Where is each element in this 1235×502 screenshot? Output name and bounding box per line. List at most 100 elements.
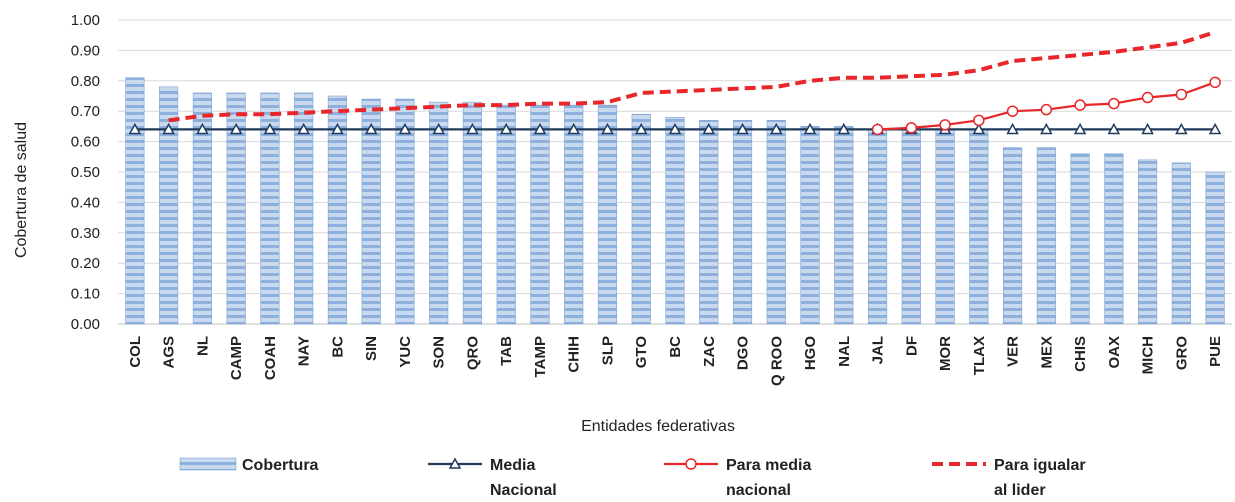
bar: [834, 126, 854, 325]
bar: [867, 129, 888, 325]
x-tick-label: VER: [1005, 336, 1022, 367]
bars: [125, 77, 1225, 325]
series-marker: [297, 122, 310, 135]
x-tick-label: MOR: [937, 336, 954, 371]
x-tick-label: SON: [431, 336, 448, 369]
x-tick-label: AGS: [161, 336, 178, 369]
bar: [935, 129, 955, 325]
legend-label: Nacional: [490, 482, 557, 499]
series-marker: [364, 122, 378, 135]
series-marker: [567, 122, 581, 135]
series-marker: [499, 122, 513, 135]
series-marker: [601, 122, 614, 135]
bar: [732, 120, 753, 325]
y-tick-label: 0.70: [71, 103, 100, 120]
bar: [125, 77, 145, 325]
series-marker: [398, 122, 412, 135]
bar: [665, 116, 685, 325]
y-tick-label: 0.40: [71, 194, 100, 211]
series-marker: [1040, 122, 1053, 135]
x-tick-label: NL: [194, 336, 211, 356]
x-tick-label: ZAC: [701, 336, 718, 367]
series-marker: [1141, 91, 1154, 104]
legend-label: al lider: [994, 482, 1046, 499]
bar: [597, 104, 618, 325]
y-tick-labels: 0.00 0.10 0.20 0.30 0.40 0.50 0.60 0.70 0.80 0.90…: [71, 12, 100, 333]
x-tick-label: MICH: [1140, 336, 1157, 374]
bar: [395, 98, 415, 325]
bar: [1036, 147, 1056, 325]
y-tick-label: 0.10: [71, 286, 100, 303]
legend-label: Para igualar: [994, 457, 1086, 474]
x-tick-label: HGO: [802, 336, 819, 371]
x-tick-label: PUE: [1207, 336, 1224, 367]
x-tick-label: TLAX: [971, 336, 988, 375]
x-tick-label: NAY: [296, 336, 313, 366]
series-marker: [229, 122, 243, 135]
x-tick-label: GRO: [1173, 336, 1190, 371]
legend-label: nacional: [726, 482, 791, 499]
x-tick-label: Q ROO: [768, 336, 785, 386]
series-marker: [972, 122, 986, 135]
series-marker: [1209, 76, 1221, 89]
bar: [969, 129, 989, 325]
bar: [901, 129, 921, 325]
series-marker: [803, 122, 817, 135]
bar: [699, 120, 719, 325]
bar: [159, 86, 179, 325]
x-tick-label: COAH: [262, 336, 279, 380]
bar: [260, 92, 280, 325]
bar: [294, 92, 314, 325]
y-tick-label: 0.90: [71, 42, 100, 59]
x-tick-label: GTO: [633, 336, 650, 369]
x-tick-label: CHIH: [566, 336, 583, 373]
series-marker: [905, 122, 918, 134]
series-marker: [769, 122, 783, 135]
legend-label: Media: [490, 457, 535, 474]
legend-marker: [448, 457, 462, 469]
bar: [1171, 162, 1191, 325]
series-marker: [128, 122, 142, 135]
series-marker: [466, 122, 479, 135]
x-tick-label: SLP: [599, 336, 616, 365]
series-marker: [973, 114, 985, 127]
series-marker: [736, 122, 749, 135]
series-marker: [1073, 122, 1087, 135]
series-marker: [263, 122, 277, 135]
x-tick-label: OAX: [1106, 336, 1123, 369]
series-marker: [533, 122, 547, 135]
series-marker: [331, 122, 344, 135]
y-tick-label: 1.00: [71, 12, 100, 29]
series-marker: [1208, 122, 1222, 135]
x-tick-label: CAMP: [228, 336, 245, 380]
bar: [766, 120, 786, 325]
bar: [564, 104, 584, 325]
legend-label: Cobertura: [242, 457, 319, 474]
bar: [631, 113, 651, 325]
x-tick-label: JAL: [870, 336, 887, 364]
y-tick-label: 0.80: [71, 73, 100, 90]
bar: [800, 126, 820, 325]
y-tick-label: 0.00: [71, 316, 100, 333]
bar: [327, 95, 348, 325]
bar: [192, 92, 212, 325]
x-tick-label: COL: [127, 336, 144, 368]
series-marker: [1141, 122, 1154, 135]
bar: [462, 101, 483, 325]
series-marker: [702, 122, 716, 135]
x-tick-label: CHIS: [1072, 336, 1089, 372]
x-tick-label: TAMP: [532, 336, 549, 377]
series-marker: [162, 122, 175, 135]
series-markers: [128, 76, 1222, 136]
legend-marker: [685, 458, 697, 470]
series-marker: [1108, 97, 1120, 110]
x-tick-label: BC: [667, 336, 684, 358]
y-axis-title: Cobertura de salud: [13, 122, 30, 258]
series-marker: [1107, 122, 1121, 135]
y-tick-label: 0.50: [71, 164, 100, 181]
legend-swatch: [179, 457, 237, 471]
series-marker: [1006, 105, 1019, 117]
x-axis-title: Entidades federativas: [581, 418, 735, 435]
x-tick-label: DGO: [735, 336, 752, 371]
legend-label: Para media: [726, 457, 811, 474]
